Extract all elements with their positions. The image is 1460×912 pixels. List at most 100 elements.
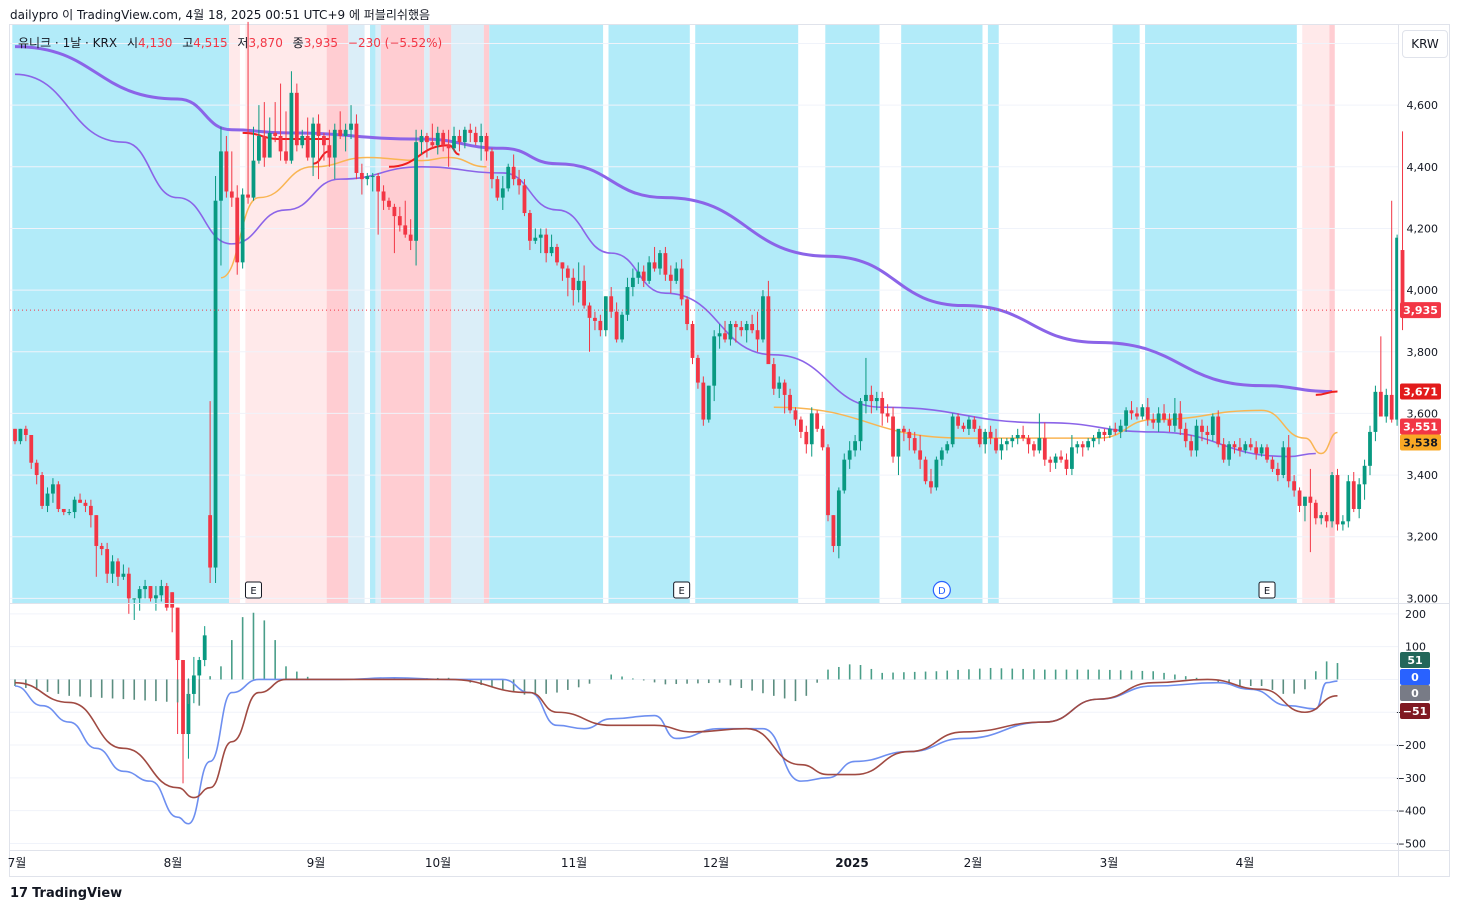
candle	[468, 123, 473, 143]
candle-body	[1118, 425, 1123, 432]
candle	[88, 499, 93, 528]
candle	[1275, 462, 1280, 482]
marker-label: E	[250, 586, 256, 597]
tradingview-logo[interactable]: 17 TradingView	[10, 886, 122, 901]
candle	[51, 478, 55, 503]
candle	[788, 388, 792, 414]
bg-band	[234, 25, 240, 603]
candle	[679, 259, 684, 306]
candle	[257, 105, 261, 164]
bg-band	[326, 25, 349, 603]
bg-band	[1145, 25, 1297, 603]
candle	[847, 441, 852, 469]
candle-body	[1205, 431, 1210, 435]
candle	[132, 598, 137, 620]
candle-body	[1091, 438, 1096, 442]
candle	[560, 262, 565, 281]
marker-label: D	[938, 586, 946, 597]
candle-body	[972, 419, 977, 429]
candle	[1389, 200, 1394, 423]
open-label: 시	[126, 36, 138, 50]
candle	[696, 354, 700, 389]
candle	[934, 456, 939, 491]
candle	[1080, 441, 1085, 457]
candle-body	[99, 545, 104, 550]
candle	[549, 234, 554, 257]
candle	[1324, 512, 1329, 528]
candle	[891, 407, 895, 463]
candle-body	[771, 364, 776, 389]
candle	[284, 111, 288, 164]
candle-body	[452, 135, 456, 149]
candle	[874, 391, 879, 411]
candle-body	[1107, 428, 1112, 435]
candle	[23, 425, 28, 442]
candle	[1346, 475, 1351, 528]
candle	[381, 185, 386, 210]
candle-body	[717, 333, 722, 337]
candle	[289, 71, 294, 164]
candle	[322, 132, 326, 161]
candle	[739, 320, 744, 337]
candle-body	[121, 573, 126, 577]
candle	[273, 102, 278, 143]
candle-body	[495, 179, 500, 198]
candle-body	[869, 394, 874, 402]
candle-body	[300, 135, 305, 146]
candle-body	[343, 129, 348, 136]
candle-body	[137, 589, 142, 599]
candle	[1341, 515, 1345, 531]
candle	[251, 126, 256, 201]
bg-band	[424, 25, 430, 603]
candle-body	[826, 447, 830, 516]
candle	[593, 311, 597, 331]
candle-body	[565, 268, 570, 278]
candle-body	[1297, 490, 1302, 506]
candle	[1330, 471, 1334, 528]
macd-tick-label: −500	[1396, 837, 1426, 850]
candle	[1118, 419, 1123, 439]
candle	[1281, 441, 1286, 479]
candle-body	[809, 413, 814, 445]
candle-body	[419, 135, 424, 143]
open-value: 4,130	[138, 36, 173, 50]
candle-body	[359, 172, 364, 180]
bg-band	[987, 25, 999, 603]
candle	[522, 179, 527, 217]
candle-body	[820, 428, 825, 448]
candle-body	[788, 394, 792, 411]
candle	[224, 135, 229, 198]
candle-body	[799, 419, 803, 432]
candle-body	[625, 287, 630, 315]
candles	[10, 21, 1405, 784]
candle-body	[999, 444, 1004, 451]
candle-body	[641, 271, 646, 281]
candle	[1021, 425, 1026, 442]
candle-body	[723, 333, 727, 340]
candle	[67, 508, 72, 516]
bg-band	[608, 25, 690, 603]
candle-body	[983, 431, 988, 445]
candle	[1113, 422, 1118, 435]
candle	[425, 132, 429, 158]
candle	[34, 459, 39, 485]
candle-body	[1048, 459, 1053, 463]
candle	[1400, 131, 1405, 331]
candle-body	[1097, 431, 1101, 439]
time-tick-label: 2025	[835, 856, 868, 870]
candle	[1384, 388, 1389, 423]
candle-body	[782, 382, 787, 395]
candle	[164, 582, 169, 611]
symbol-name[interactable]: 유니크 · 1날 · KRX	[18, 36, 118, 50]
candle	[929, 468, 933, 494]
macd-axis-label-text: 0	[1411, 671, 1419, 684]
price-axis-label	[1400, 418, 1441, 435]
currency-button[interactable]: KRW	[1402, 30, 1448, 58]
price-tick-label: 3,200	[1407, 531, 1439, 544]
background-bands	[12, 25, 1335, 603]
price-axis-label-text: 3,551	[1403, 421, 1438, 434]
candle-body	[338, 129, 343, 136]
candle	[235, 185, 240, 275]
ma-long-line	[14, 45, 1333, 394]
